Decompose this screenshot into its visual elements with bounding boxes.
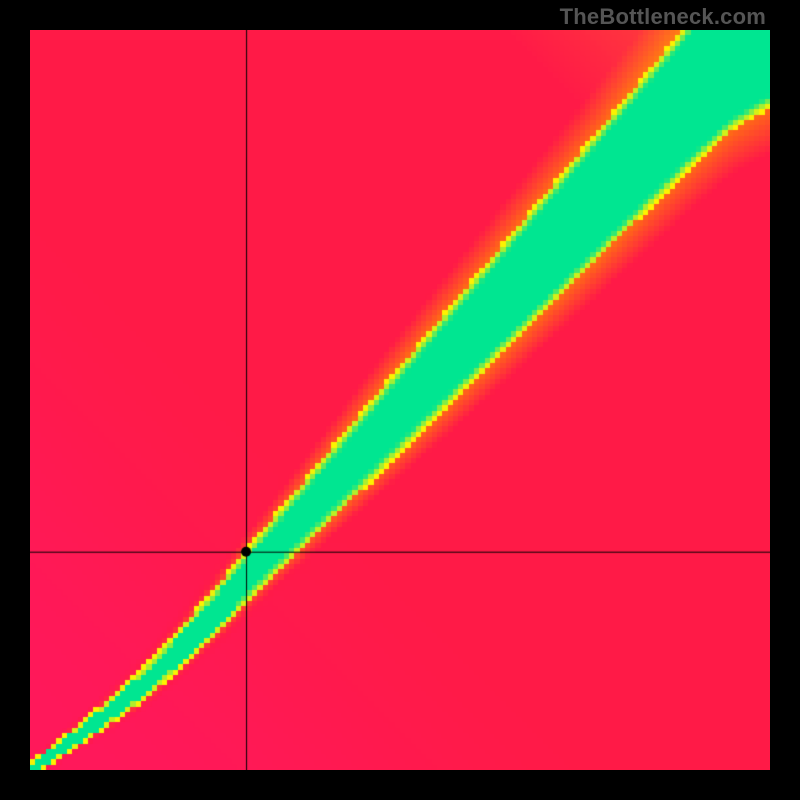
figure-container: TheBottleneck.com <box>0 0 800 800</box>
heatmap-canvas <box>30 30 770 770</box>
plot-area <box>30 30 770 770</box>
watermark-text: TheBottleneck.com <box>560 4 766 30</box>
